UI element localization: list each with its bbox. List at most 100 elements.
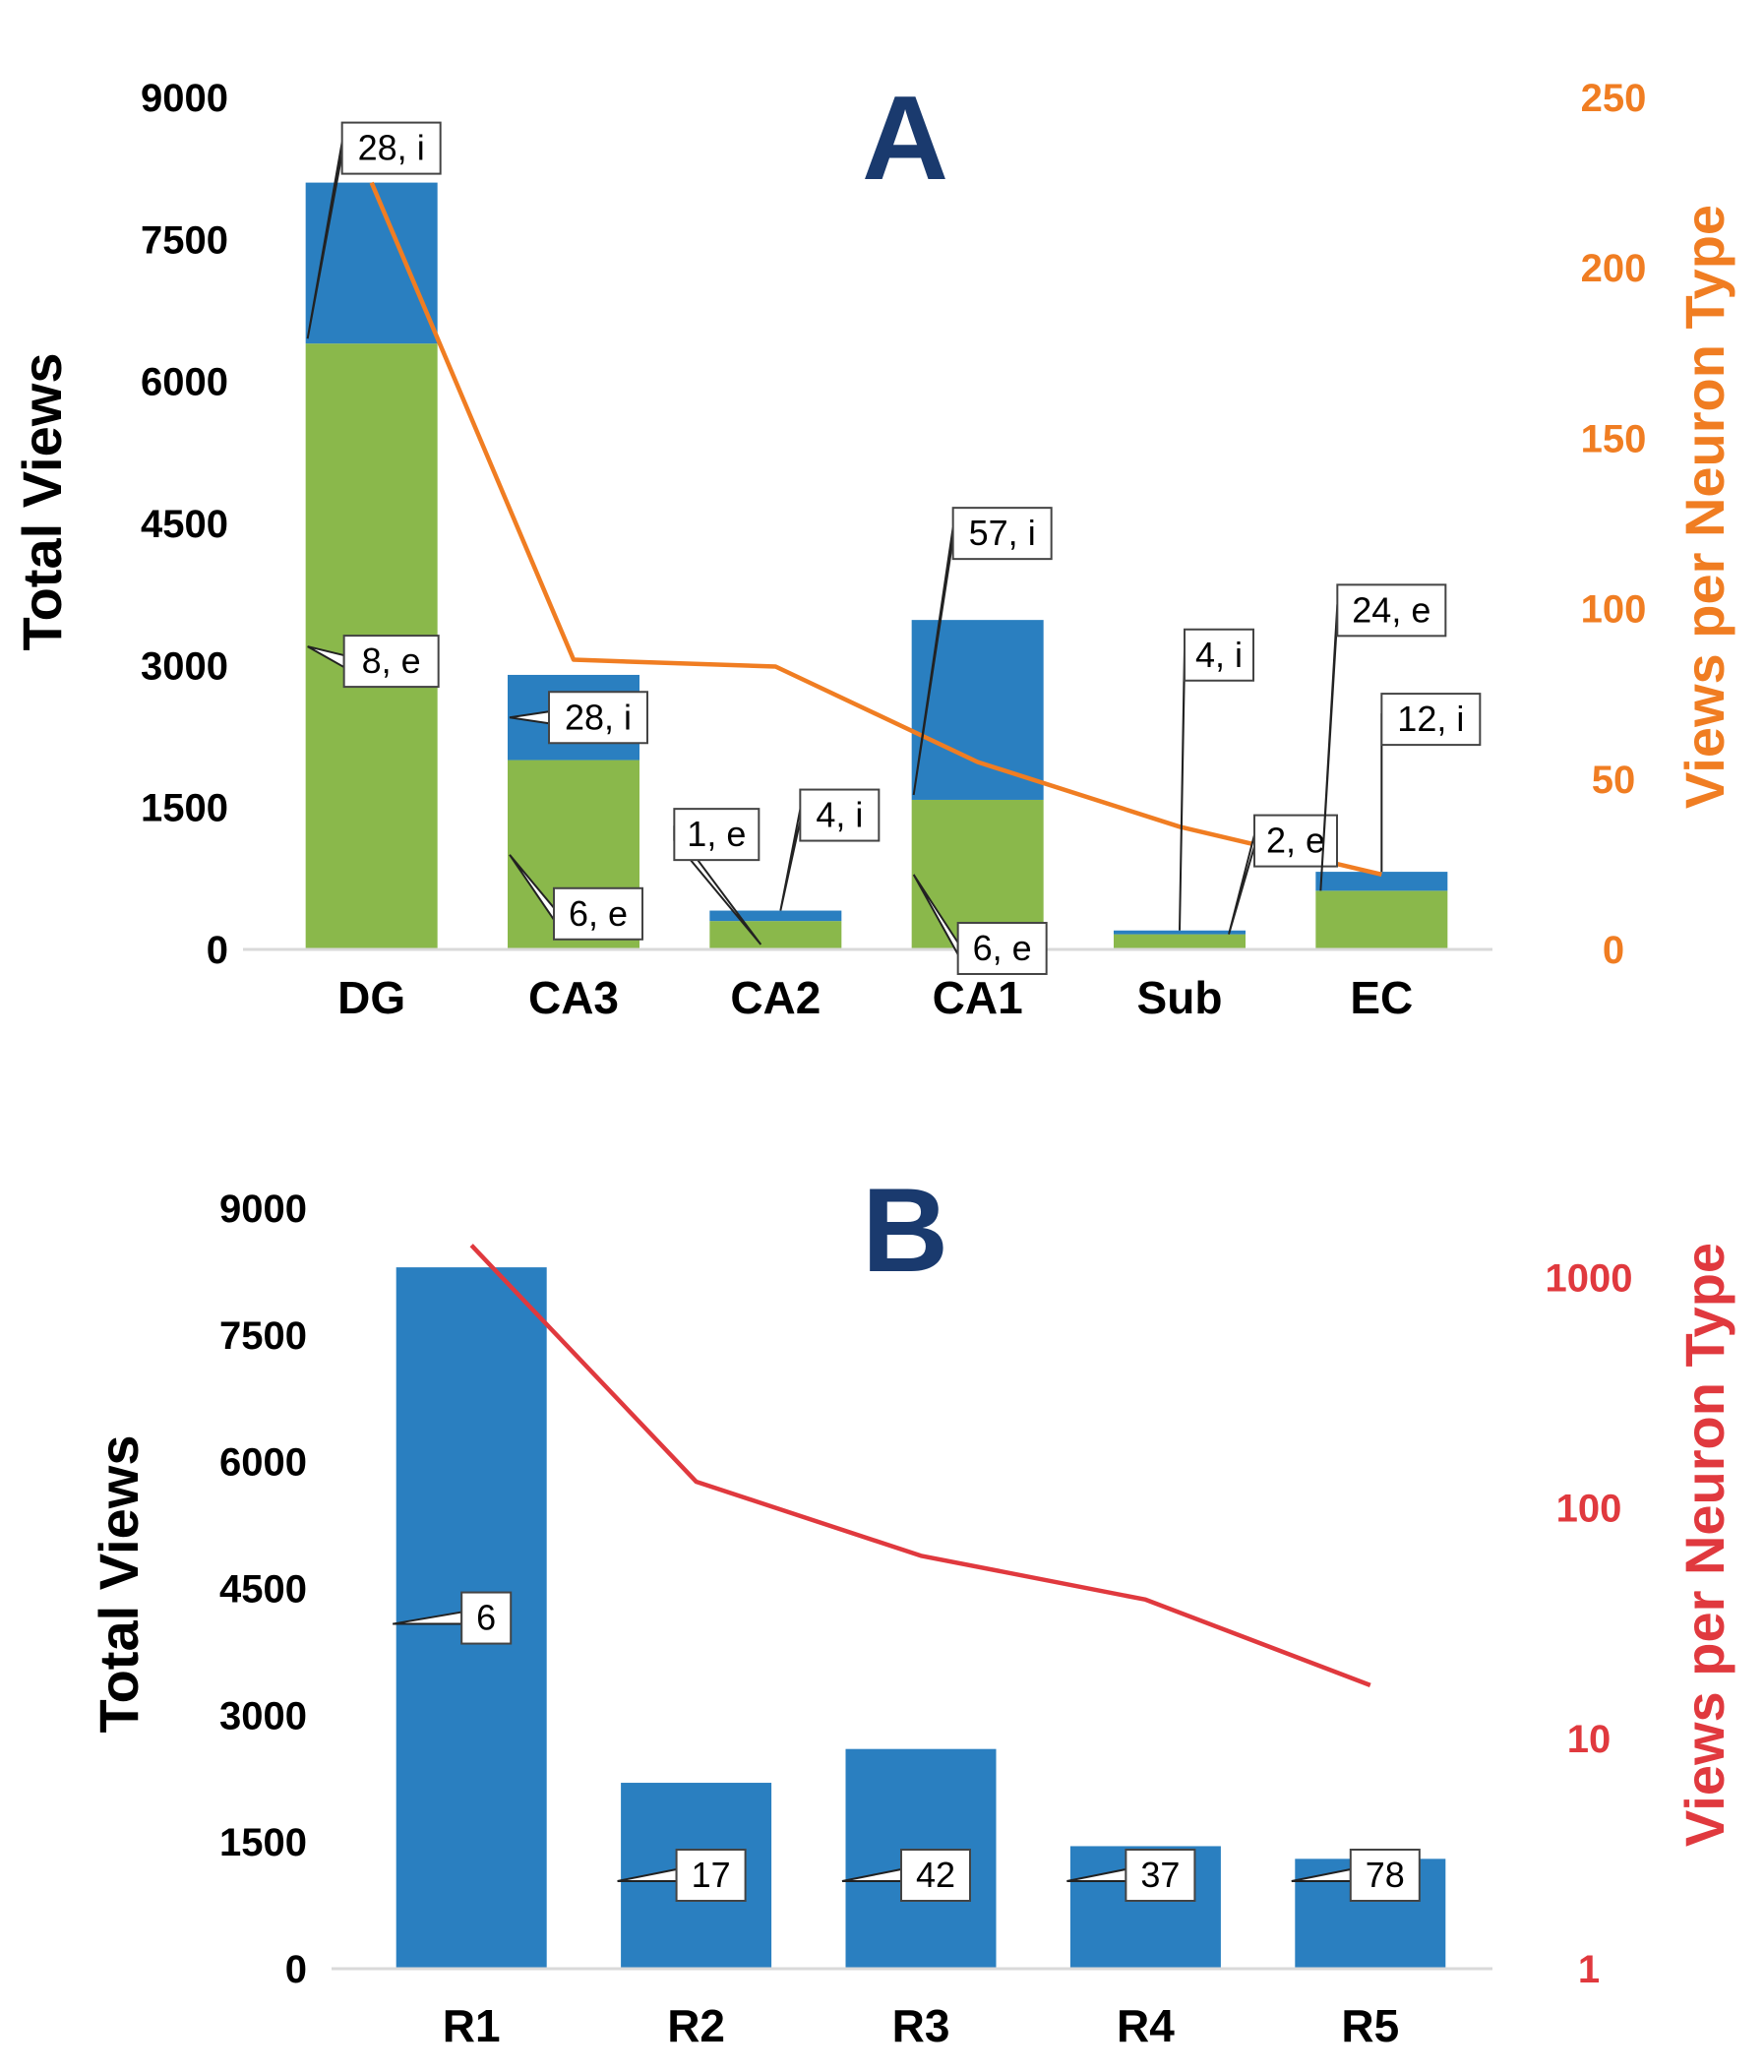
data-callout: 4, i <box>779 788 881 911</box>
callout-box <box>1349 1849 1421 1902</box>
y2-tick-label: 0 <box>1603 929 1624 972</box>
callout-box <box>460 1591 513 1645</box>
callout-box <box>956 921 1048 975</box>
bar-ec-e <box>1315 890 1448 949</box>
bar-ca2-i <box>709 910 842 922</box>
callout-label: 57, i <box>969 513 1036 553</box>
callout-label: 8, e <box>362 640 421 681</box>
data-callout: 57, i <box>912 507 1053 796</box>
data-callout: 1, e <box>673 808 762 945</box>
chart-panel-b: B 0 1500 3000 4500 6000 7500 9000 1 10 100 1000 Tota… <box>88 1163 1735 2051</box>
y-axis-title: Total Views <box>11 353 73 651</box>
x-tick-label: CA3 <box>528 972 619 1023</box>
y-tick-label: 6000 <box>141 361 228 404</box>
bar-dg-i <box>305 182 438 344</box>
y-tick-label: 7500 <box>219 1314 307 1358</box>
x-tick-label: R4 <box>1117 2000 1175 2051</box>
x-tick-label: DG <box>337 972 405 1023</box>
callout-pointer <box>1179 648 1186 931</box>
callout-box <box>1184 628 1254 682</box>
data-callout: 17 <box>617 1849 747 1902</box>
y-tick-label: 1500 <box>141 787 228 830</box>
callout-label: 24, e <box>1352 589 1430 630</box>
chart-panel-a: A 0 1500 3000 4500 6000 7500 9000 0 50 100 150 200 25… <box>11 71 1735 1023</box>
callout-label: 6 <box>476 1598 496 1638</box>
x-tick-label: R5 <box>1341 2000 1399 2051</box>
x-tick-label: Sub <box>1137 972 1223 1023</box>
callout-box <box>951 507 1053 561</box>
y2-tick-label: 50 <box>1592 759 1636 802</box>
y2-tick-label: 1000 <box>1546 1256 1633 1300</box>
data-callout: 28, i <box>306 121 442 339</box>
bar-sub-e <box>1114 934 1246 949</box>
data-callout: 37 <box>1066 1849 1196 1902</box>
line-series-views-per-neuron-type <box>469 1244 1371 1687</box>
y-tick-label: 9000 <box>141 77 228 120</box>
y-tick-label: 6000 <box>219 1441 307 1485</box>
callout-box <box>1125 1849 1196 1902</box>
y-tick-label: 0 <box>285 1948 307 1991</box>
data-callout: 28, i <box>509 691 648 745</box>
callout-box <box>675 1849 747 1902</box>
callout-box <box>1336 583 1447 638</box>
data-callout: 78 <box>1291 1849 1421 1902</box>
callout-label: 4, i <box>1195 635 1243 675</box>
y2-tick-label: 150 <box>1581 417 1647 460</box>
y2-tick-label: 250 <box>1581 77 1647 120</box>
bar-ec-i <box>1315 872 1448 891</box>
line-series-views-per-neuron-type <box>369 181 1382 877</box>
data-callout: 24, e <box>1319 583 1447 891</box>
x-tick-label: CA1 <box>933 972 1023 1023</box>
y2-tick-label: 200 <box>1581 247 1647 290</box>
callout-label: 17 <box>692 1855 731 1895</box>
callout-box <box>553 886 643 941</box>
callout-box <box>1380 693 1482 747</box>
y2-axis-title: Views per Neuron Type <box>1673 1243 1735 1847</box>
x-tick-label: EC <box>1350 972 1413 1023</box>
callout-box <box>342 635 440 689</box>
callout-label: 12, i <box>1397 699 1464 739</box>
data-callout: 12, i <box>1380 693 1482 873</box>
y-tick-label: 7500 <box>141 218 228 262</box>
callout-label: 4, i <box>816 795 863 835</box>
data-callout: 6, e <box>912 874 1048 975</box>
x-tick-label: R3 <box>892 2000 950 2051</box>
panel-title: A <box>862 71 948 205</box>
y-tick-label: 4500 <box>219 1568 307 1612</box>
y-axis-title: Total Views <box>88 1435 150 1734</box>
callout-box <box>799 788 881 842</box>
data-callout: 6, e <box>509 854 643 941</box>
bar-sub-i <box>1114 930 1246 935</box>
panel-title: B <box>862 1163 948 1297</box>
y-tick-label: 3000 <box>141 644 228 688</box>
callout-box <box>673 808 760 862</box>
y-tick-label: 0 <box>207 929 228 972</box>
y2-axis-title: Views per Neuron Type <box>1673 205 1735 809</box>
x-tick-label: CA2 <box>730 972 821 1023</box>
callout-label: 37 <box>1140 1855 1180 1895</box>
y2-tick-label: 10 <box>1567 1718 1612 1761</box>
callout-label: 2, e <box>1266 821 1325 861</box>
callout-label: 1, e <box>687 814 746 854</box>
callout-label: 42 <box>916 1855 955 1895</box>
callout-box <box>900 1849 971 1902</box>
x-tick-label: R1 <box>443 2000 501 2051</box>
callout-label: 28, i <box>358 128 425 168</box>
callout-label: 6, e <box>973 928 1032 968</box>
data-callout: 4, i <box>1179 628 1254 931</box>
y2-tick-label: 100 <box>1581 588 1647 632</box>
y2-tick-label: 100 <box>1556 1488 1622 1531</box>
callout-label: 28, i <box>565 697 632 737</box>
x-tick-label: R2 <box>667 2000 725 2051</box>
callout-label: 78 <box>1366 1855 1405 1895</box>
y-tick-label: 9000 <box>219 1188 307 1231</box>
data-callout: 6 <box>393 1591 513 1645</box>
bar-ca1-i <box>911 620 1044 800</box>
callout-box <box>548 691 648 745</box>
bar-ca2-e <box>709 921 842 949</box>
data-callout: 42 <box>841 1849 971 1902</box>
callout-box <box>340 121 442 175</box>
data-callout: 8, e <box>307 635 440 689</box>
y-tick-label: 1500 <box>219 1821 307 1864</box>
